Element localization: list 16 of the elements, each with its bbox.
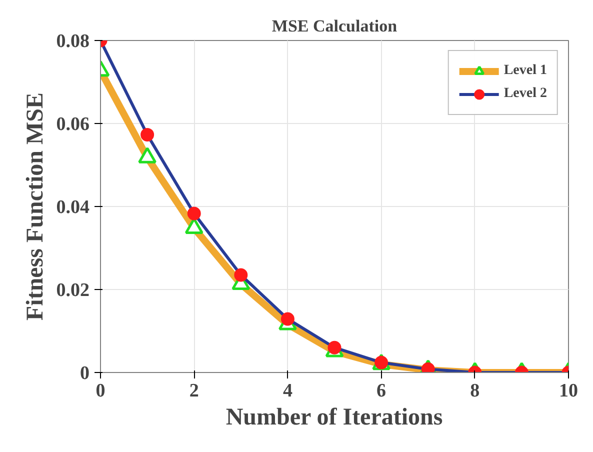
x-tick-label: 6	[376, 380, 386, 402]
y-axis-title: Fitness Function MSE	[22, 92, 48, 321]
x-axis-title: Number of Iterations	[226, 404, 443, 430]
y-tick-label: 0.04	[56, 197, 90, 218]
x-tick-label: 0	[96, 380, 106, 402]
y-tick-label: 0	[80, 363, 90, 384]
y-tick-label: 0.02	[56, 280, 90, 301]
x-tick-label: 8	[470, 380, 480, 402]
legend-label: Level 1	[504, 63, 547, 79]
legend-label: Level 2	[504, 86, 547, 102]
y-tick-label: 0.06	[56, 114, 90, 135]
x-tick-label: 4	[282, 380, 293, 402]
chart-title: MSE Calculation	[272, 16, 398, 36]
y-tick-label: 0.08	[56, 31, 90, 52]
x-tick-label: 10	[559, 380, 578, 402]
x-tick-label: 2	[189, 380, 199, 402]
